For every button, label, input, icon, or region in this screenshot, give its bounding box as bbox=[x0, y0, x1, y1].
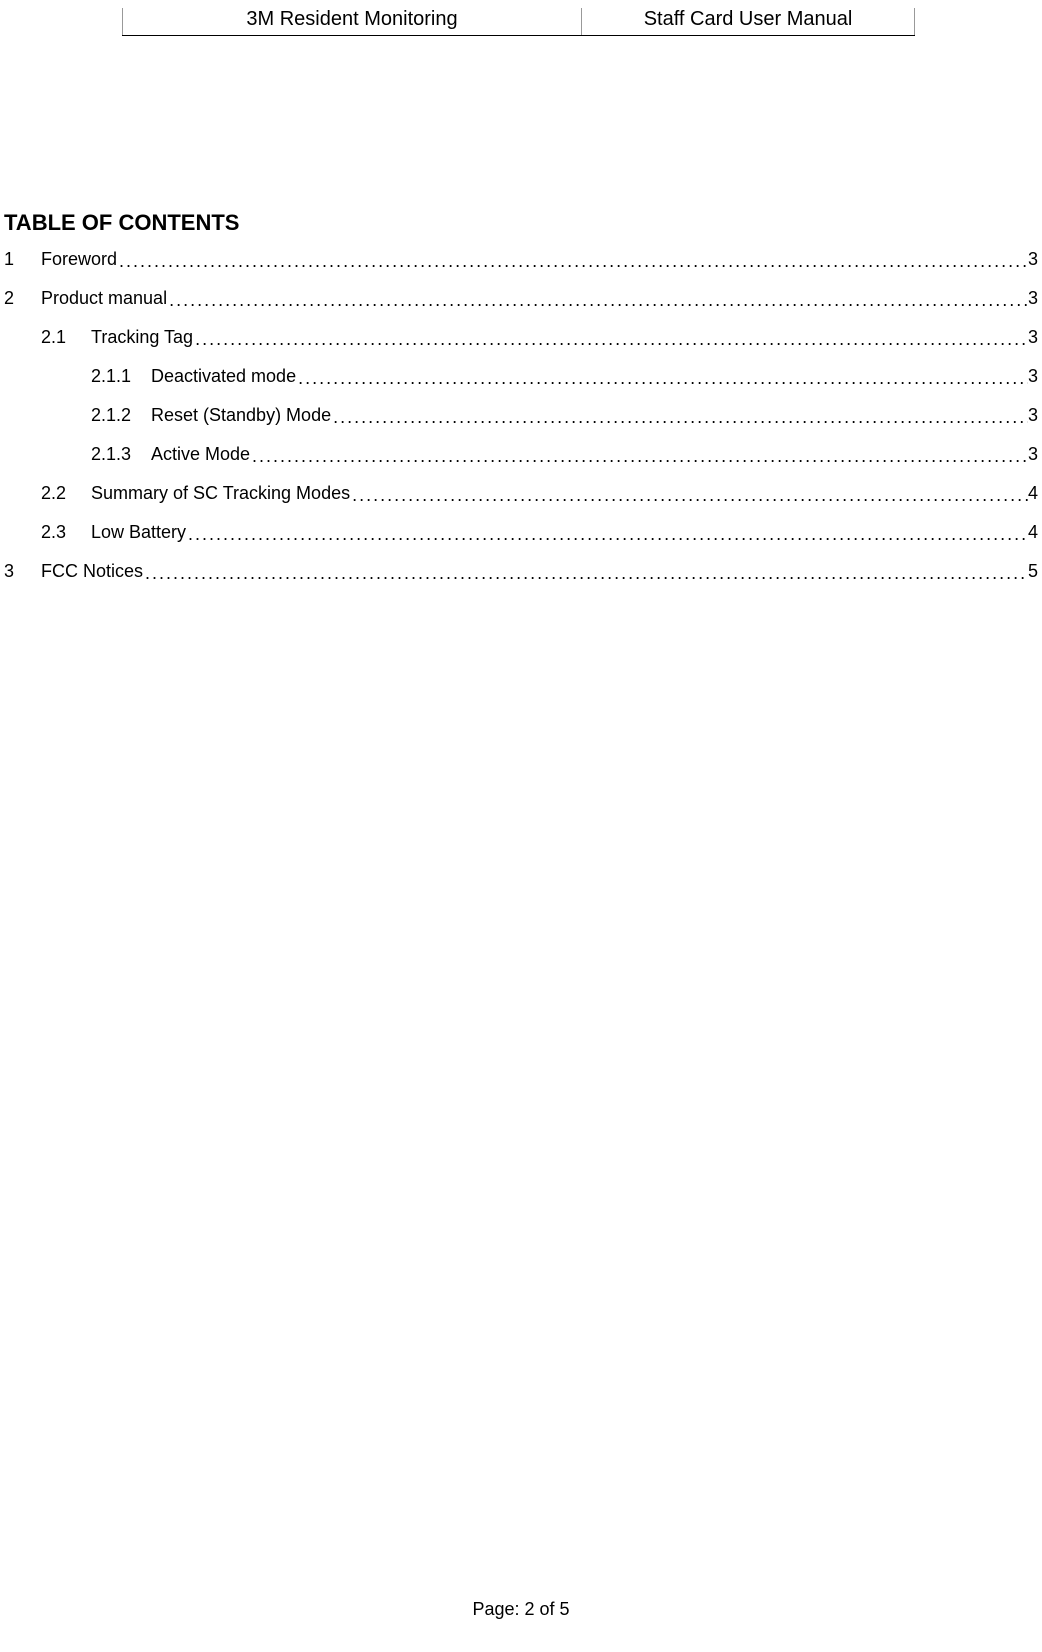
toc-entry: 1 Foreword .............................… bbox=[4, 246, 1038, 273]
footer-page-current: 2 bbox=[525, 1599, 535, 1619]
toc-page-number: 3 bbox=[1028, 285, 1038, 312]
toc-heading: TABLE OF CONTENTS bbox=[4, 210, 1038, 236]
toc-page-number: 3 bbox=[1028, 441, 1038, 468]
toc-page-number: 3 bbox=[1028, 363, 1038, 390]
footer-page-of: of bbox=[535, 1599, 560, 1619]
toc-number: 2.1.3 bbox=[91, 441, 151, 468]
header-row: 3M Resident Monitoring Staff Card User M… bbox=[122, 8, 915, 36]
toc-number: 2.1.1 bbox=[91, 363, 151, 390]
toc-title: Deactivated mode bbox=[151, 363, 296, 390]
toc-number: 2.1 bbox=[41, 324, 91, 351]
toc-title: Product manual bbox=[41, 285, 167, 312]
footer-page-prefix: Page: bbox=[472, 1599, 524, 1619]
toc-entry: 2.1.3 Active Mode ......................… bbox=[4, 441, 1038, 468]
toc-number: 2 bbox=[4, 285, 41, 312]
toc-title: FCC Notices bbox=[41, 558, 143, 585]
toc-number: 1 bbox=[4, 246, 41, 273]
toc-page-number: 5 bbox=[1028, 558, 1038, 585]
toc-page-number: 4 bbox=[1028, 519, 1038, 546]
toc-number: 2.2 bbox=[41, 480, 91, 507]
toc-leader-dots: ........................................… bbox=[296, 365, 1028, 392]
toc-entry: 3 FCC Notices ..........................… bbox=[4, 558, 1038, 585]
toc-leader-dots: ........................................… bbox=[193, 326, 1028, 353]
content-area: TABLE OF CONTENTS 1 Foreword ...........… bbox=[4, 210, 1038, 597]
toc-entry: 2.1 Tracking Tag .......................… bbox=[4, 324, 1038, 351]
toc-entry: 2 Product manual .......................… bbox=[4, 285, 1038, 312]
toc-leader-dots: ........................................… bbox=[350, 482, 1028, 509]
toc-entry: 2.2 Summary of SC Tracking Modes .......… bbox=[4, 480, 1038, 507]
toc-title: Tracking Tag bbox=[91, 324, 193, 351]
toc-number: 2.3 bbox=[41, 519, 91, 546]
toc-title: Low Battery bbox=[91, 519, 186, 546]
toc-entry: 2.3 Low Battery ........................… bbox=[4, 519, 1038, 546]
toc-entry: 2.1.1 Deactivated mode .................… bbox=[4, 363, 1038, 390]
footer-page-total: 5 bbox=[560, 1599, 570, 1619]
toc-leader-dots: ........................................… bbox=[331, 404, 1028, 431]
toc-entry: 2.1.2 Reset (Standby) Mode .............… bbox=[4, 402, 1038, 429]
toc-page-number: 3 bbox=[1028, 246, 1038, 273]
toc-title: Reset (Standby) Mode bbox=[151, 402, 331, 429]
toc-number: 2.1.2 bbox=[91, 402, 151, 429]
toc-leader-dots: ........................................… bbox=[186, 521, 1028, 548]
toc-leader-dots: ........................................… bbox=[167, 287, 1028, 314]
toc-leader-dots: ........................................… bbox=[250, 443, 1028, 470]
toc-leader-dots: ........................................… bbox=[117, 248, 1028, 275]
toc-page-number: 4 bbox=[1028, 480, 1038, 507]
page-header: 3M Resident Monitoring Staff Card User M… bbox=[122, 8, 915, 36]
header-right-title: Staff Card User Manual bbox=[582, 8, 915, 35]
toc-title: Active Mode bbox=[151, 441, 250, 468]
header-left-title: 3M Resident Monitoring bbox=[122, 8, 582, 35]
toc-title: Summary of SC Tracking Modes bbox=[91, 480, 350, 507]
toc-page-number: 3 bbox=[1028, 402, 1038, 429]
toc-title: Foreword bbox=[41, 246, 117, 273]
page-footer: Page: 2 of 5 bbox=[0, 1599, 1042, 1620]
toc-number: 3 bbox=[4, 558, 41, 585]
toc-page-number: 3 bbox=[1028, 324, 1038, 351]
toc-leader-dots: ........................................… bbox=[143, 560, 1028, 587]
